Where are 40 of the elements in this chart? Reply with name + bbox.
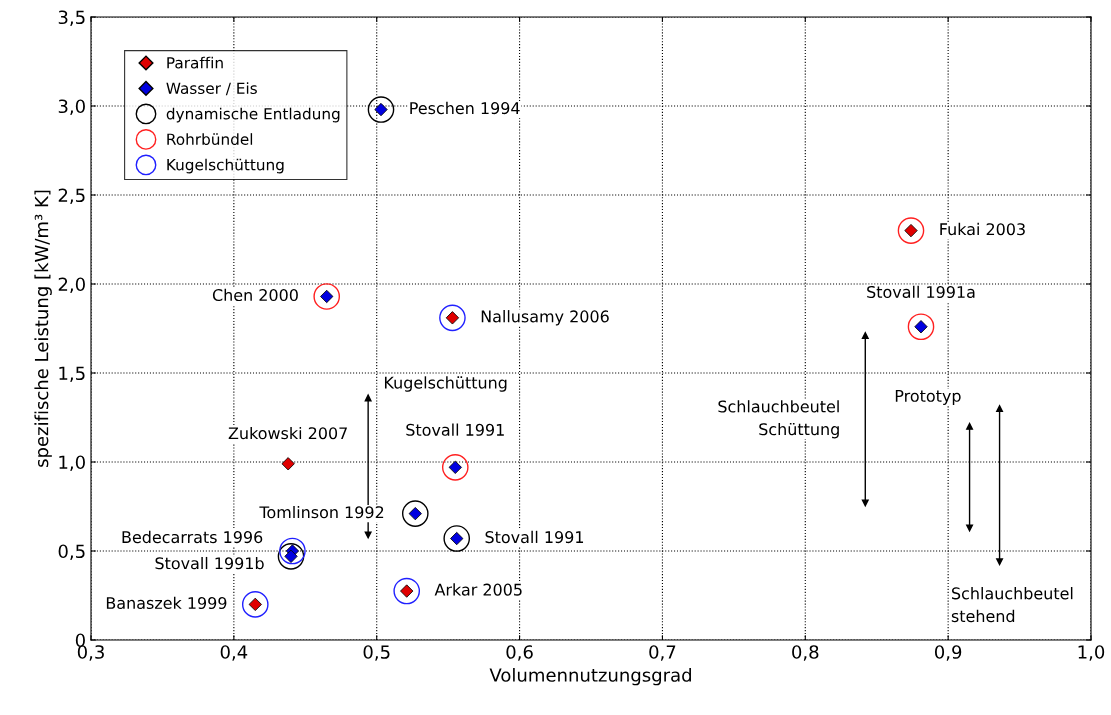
annotation: Arkar 2005: [434, 583, 522, 596]
y-tick-label: 2,5: [58, 188, 85, 204]
x-tick-label: 1,0: [1078, 645, 1105, 661]
y-tick-label: 3,5: [58, 10, 85, 26]
x-tick-label: 0,9: [934, 645, 962, 661]
x-tick-label: 0,3: [77, 645, 104, 661]
legend-label: Rohrbündel: [167, 133, 253, 145]
y-tick-label: 3,0: [58, 99, 85, 115]
x-tick-label: 0,5: [363, 645, 390, 661]
annotation: Kugelschüttung: [384, 376, 507, 392]
x-tick-label: 0,4: [220, 645, 248, 661]
legend-label: Kugelschüttung: [167, 158, 284, 174]
annotation: Chen 2000: [212, 288, 298, 302]
y-tick-label: 0: [75, 633, 85, 648]
legend-label: Wasser / Eis: [166, 82, 257, 96]
annotation: Stovall 1991: [406, 423, 504, 436]
annotation: Zukowski 2007: [228, 426, 347, 440]
y-tick-label: 1,0: [59, 455, 85, 471]
annotation: Tomlinson 1992: [259, 505, 384, 519]
annotation: Peschen 1994: [410, 101, 520, 115]
x-axis-title: Volumennutzungsgrad: [489, 667, 691, 686]
annotation: Stovall 1991a: [867, 285, 975, 299]
annotation: Stovall 1991: [485, 530, 584, 544]
y-tick-label: 0,5: [58, 544, 85, 560]
legend-label: Paraffin: [167, 56, 223, 69]
annotation: Fukai 2003: [940, 222, 1025, 236]
annotation: Nallusamy 2006: [481, 310, 609, 326]
x-tick-label: 0,7: [649, 645, 676, 661]
y-tick-label: 1,5: [59, 366, 85, 382]
legend-label: dynamische Entladung: [166, 107, 340, 123]
x-tick-label: 0,8: [792, 645, 819, 661]
annotation: Banaszek 1999: [106, 596, 227, 610]
annotation: Stovall 1991b: [155, 556, 264, 570]
y-axis-title: spezifische Leistung [kW/m³ K]: [34, 190, 52, 467]
annotation: Prototyp: [895, 390, 961, 405]
annotation: Bedecarrats 1996: [122, 530, 263, 544]
annotation: Schlauchbeutel Schüttung: [718, 400, 839, 439]
x-tick-label: 0,6: [506, 645, 533, 661]
annotation: Schlauchbeutel stehend: [951, 587, 1073, 623]
y-tick-label: 2,0: [58, 277, 85, 293]
